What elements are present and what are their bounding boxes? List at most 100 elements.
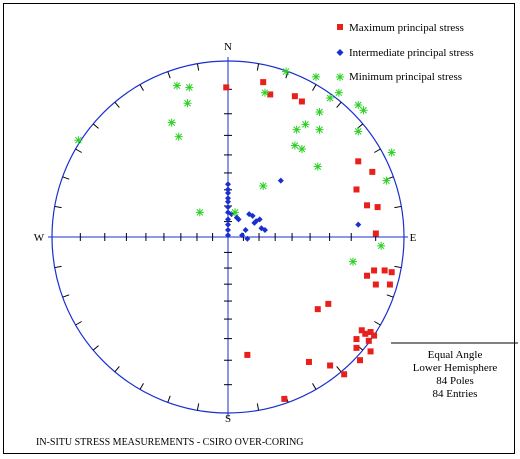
- info-entries: 84 Entries: [433, 388, 478, 400]
- rim-tick: [75, 321, 82, 326]
- point-intermediate-stress: [256, 216, 263, 223]
- point-minimum-stress: [313, 162, 322, 171]
- rim-tick: [62, 294, 70, 298]
- point-minimum-stress: [195, 208, 204, 217]
- rim-tick: [114, 366, 120, 373]
- stereonet-points: [74, 67, 396, 402]
- point-intermediate-stress: [225, 204, 231, 211]
- point-minimum-stress: [172, 81, 181, 90]
- point-maximum-stress: [367, 348, 374, 355]
- legend-marker-maximum: [337, 24, 343, 30]
- point-intermediate-stress: [225, 195, 231, 202]
- point-minimum-stress: [183, 99, 192, 108]
- point-intermediate-stress: [244, 235, 251, 242]
- rim-tick: [196, 403, 200, 411]
- point-minimum-stress: [259, 181, 268, 190]
- point-minimum-stress: [315, 108, 324, 117]
- point-intermediate-stress: [242, 226, 249, 233]
- point-intermediate-stress: [225, 221, 231, 228]
- rim-tick: [62, 176, 70, 180]
- footer-caption: IN-SITU STRESS MEASUREMENTS - CSIRO OVER…: [36, 437, 304, 448]
- rim-tick: [394, 205, 402, 209]
- point-minimum-stress: [315, 125, 324, 134]
- point-maximum-stress: [369, 168, 376, 175]
- rim-tick: [394, 265, 402, 269]
- point-intermediate-stress: [225, 216, 231, 223]
- rim-tick: [167, 71, 171, 79]
- point-minimum-stress: [282, 67, 291, 76]
- point-intermediate-stress: [225, 226, 231, 233]
- point-intermediate-stress: [251, 219, 258, 226]
- legend-marker-intermediate: [336, 49, 344, 56]
- point-intermediate-stress: [277, 177, 284, 184]
- rim-tick: [312, 383, 317, 390]
- point-minimum-stress: [231, 208, 240, 217]
- info-box: Equal Angle Lower Hemisphere 84 Poles 84…: [391, 342, 518, 400]
- point-maximum-stress: [372, 230, 379, 237]
- point-maximum-stress: [371, 332, 378, 339]
- west-label: W: [34, 232, 45, 244]
- point-maximum-stress: [223, 84, 230, 91]
- point-minimum-stress: [354, 127, 363, 136]
- point-maximum-stress: [371, 267, 378, 274]
- point-minimum-stress: [74, 136, 83, 145]
- rim-tick: [374, 148, 381, 153]
- info-projection: Equal Angle: [428, 349, 483, 361]
- point-maximum-stress: [367, 329, 374, 336]
- point-maximum-stress: [358, 327, 365, 334]
- point-intermediate-stress: [225, 190, 231, 196]
- point-maximum-stress: [305, 358, 312, 365]
- point-maximum-stress: [298, 98, 305, 105]
- rim-tick: [167, 395, 171, 403]
- point-minimum-stress: [359, 106, 368, 115]
- legend-label-intermediate: Intermediate principal stress: [349, 47, 474, 59]
- legend-label-minimum: Minimum principal stress: [349, 71, 462, 83]
- point-minimum-stress: [354, 101, 363, 109]
- point-maximum-stress: [314, 306, 321, 313]
- point-minimum-stress: [260, 88, 269, 97]
- point-minimum-stress: [382, 176, 391, 185]
- point-minimum-stress: [326, 93, 335, 102]
- point-maximum-stress: [386, 281, 393, 288]
- point-intermediate-stress: [225, 186, 231, 193]
- point-intermediate-stress: [239, 232, 246, 239]
- point-minimum-stress: [167, 118, 176, 127]
- south-label: S: [225, 413, 231, 425]
- legend-label-maximum: Maximum principal stress: [349, 22, 464, 34]
- rim-tick: [386, 294, 394, 298]
- point-maximum-stress: [244, 351, 251, 358]
- point-minimum-stress: [387, 148, 396, 157]
- rim-tick: [139, 383, 144, 390]
- rim-tick: [336, 101, 342, 108]
- point-minimum-stress: [377, 241, 386, 250]
- point-minimum-stress: [185, 83, 194, 92]
- point-intermediate-stress: [261, 226, 268, 233]
- rim-tick: [312, 84, 317, 91]
- point-intermediate-stress: [225, 181, 231, 188]
- point-maximum-stress: [381, 267, 388, 274]
- rim-tick: [139, 84, 144, 91]
- point-maximum-stress: [260, 79, 267, 86]
- north-label: N: [224, 41, 232, 53]
- plot-frame: [3, 3, 515, 454]
- point-maximum-stress: [355, 158, 362, 165]
- rim-tick: [54, 265, 62, 269]
- point-maximum-stress: [353, 186, 360, 193]
- point-minimum-stress: [297, 145, 306, 153]
- east-label: E: [410, 232, 417, 244]
- legend: Maximum principal stress Intermediate pr…: [336, 22, 474, 83]
- rim-tick: [92, 345, 99, 351]
- point-maximum-stress: [364, 272, 371, 279]
- point-maximum-stress: [353, 336, 360, 343]
- point-intermediate-stress: [225, 198, 231, 205]
- point-minimum-stress: [334, 88, 343, 97]
- legend-marker-minimum: [336, 73, 344, 81]
- point-maximum-stress: [341, 371, 348, 378]
- point-minimum-stress: [292, 125, 301, 134]
- point-maximum-stress: [327, 362, 334, 369]
- rim-tick: [114, 101, 120, 108]
- info-hemisphere: Lower Hemisphere: [413, 362, 498, 374]
- point-maximum-stress: [374, 204, 381, 211]
- point-maximum-stress: [364, 202, 371, 209]
